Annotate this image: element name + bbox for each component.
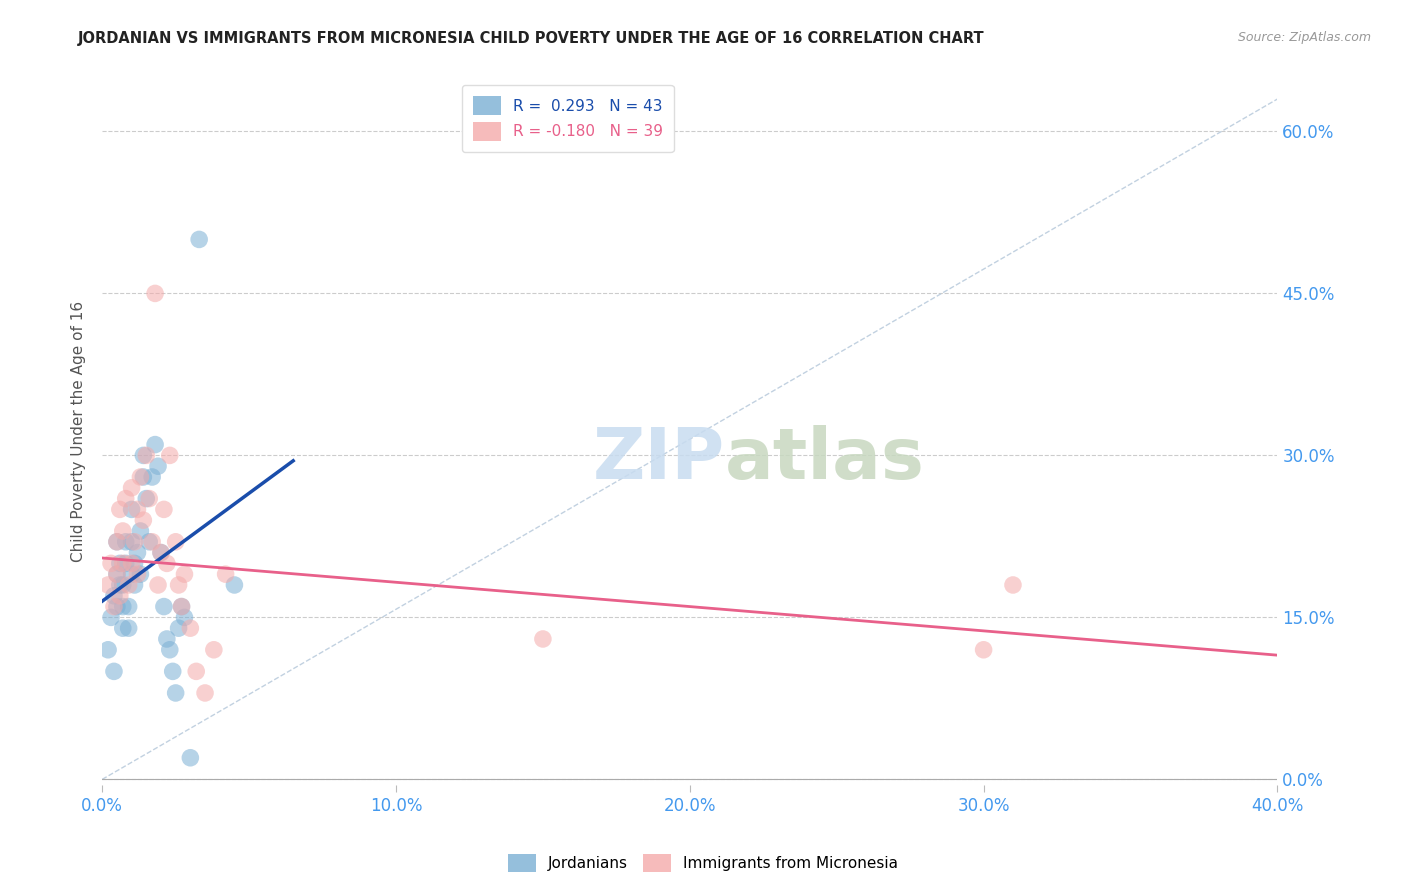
Point — [202, 642, 225, 657]
Point — [111, 599, 134, 614]
Point — [186, 665, 208, 679]
Point — [159, 449, 181, 463]
Point — [105, 534, 128, 549]
Point — [121, 534, 143, 549]
Point — [103, 665, 125, 679]
Point — [118, 578, 141, 592]
Point — [173, 610, 195, 624]
Point — [111, 621, 134, 635]
Point — [108, 502, 131, 516]
Text: ZIP: ZIP — [593, 425, 725, 494]
Point — [108, 578, 131, 592]
Point — [159, 642, 181, 657]
Point — [179, 621, 201, 635]
Point — [165, 534, 187, 549]
Point — [149, 545, 172, 559]
Point — [132, 470, 155, 484]
Point — [143, 437, 166, 451]
Point — [214, 567, 236, 582]
Point — [129, 524, 152, 538]
Point — [114, 557, 136, 571]
Point — [103, 589, 125, 603]
Point — [100, 610, 122, 624]
Y-axis label: Child Poverty Under the Age of 16: Child Poverty Under the Age of 16 — [72, 301, 86, 562]
Point — [105, 534, 128, 549]
Point — [179, 751, 201, 765]
Point — [156, 557, 179, 571]
Point — [1001, 578, 1024, 592]
Point — [146, 578, 169, 592]
Point — [143, 286, 166, 301]
Point — [121, 557, 143, 571]
Point — [124, 534, 146, 549]
Point — [141, 534, 163, 549]
Point — [111, 578, 134, 592]
Text: JORDANIAN VS IMMIGRANTS FROM MICRONESIA CHILD POVERTY UNDER THE AGE OF 16 CORREL: JORDANIAN VS IMMIGRANTS FROM MICRONESIA … — [77, 31, 984, 46]
Point — [531, 632, 554, 646]
Point — [138, 491, 160, 506]
Point — [108, 557, 131, 571]
Point — [97, 642, 120, 657]
Point — [156, 632, 179, 646]
Point — [118, 621, 141, 635]
Point — [165, 686, 187, 700]
Point — [167, 621, 190, 635]
Text: atlas: atlas — [725, 425, 925, 494]
Point — [105, 567, 128, 582]
Point — [135, 491, 157, 506]
Point — [194, 686, 217, 700]
Point — [141, 470, 163, 484]
Point — [97, 578, 120, 592]
Point — [973, 642, 995, 657]
Point — [170, 599, 193, 614]
Point — [124, 557, 146, 571]
Point — [127, 502, 149, 516]
Point — [129, 470, 152, 484]
Point — [108, 589, 131, 603]
Point — [111, 524, 134, 538]
Point — [121, 502, 143, 516]
Point — [118, 599, 141, 614]
Point — [105, 567, 128, 582]
Point — [188, 232, 211, 246]
Point — [111, 557, 134, 571]
Point — [129, 567, 152, 582]
Legend: Jordanians, Immigrants from Micronesia: Jordanians, Immigrants from Micronesia — [501, 846, 905, 880]
Point — [132, 513, 155, 527]
Point — [103, 599, 125, 614]
Legend: R =  0.293   N = 43, R = -0.180   N = 39: R = 0.293 N = 43, R = -0.180 N = 39 — [463, 85, 673, 152]
Point — [114, 491, 136, 506]
Text: Source: ZipAtlas.com: Source: ZipAtlas.com — [1237, 31, 1371, 45]
Point — [162, 665, 184, 679]
Point — [167, 578, 190, 592]
Point — [127, 567, 149, 582]
Point — [170, 599, 193, 614]
Point — [105, 599, 128, 614]
Point — [146, 459, 169, 474]
Point — [124, 578, 146, 592]
Point — [127, 545, 149, 559]
Point — [153, 599, 176, 614]
Point — [132, 449, 155, 463]
Point — [135, 449, 157, 463]
Point — [121, 481, 143, 495]
Point — [153, 502, 176, 516]
Point — [100, 557, 122, 571]
Point — [173, 567, 195, 582]
Point — [114, 534, 136, 549]
Point — [121, 567, 143, 582]
Point — [224, 578, 246, 592]
Point — [138, 534, 160, 549]
Point — [149, 545, 172, 559]
